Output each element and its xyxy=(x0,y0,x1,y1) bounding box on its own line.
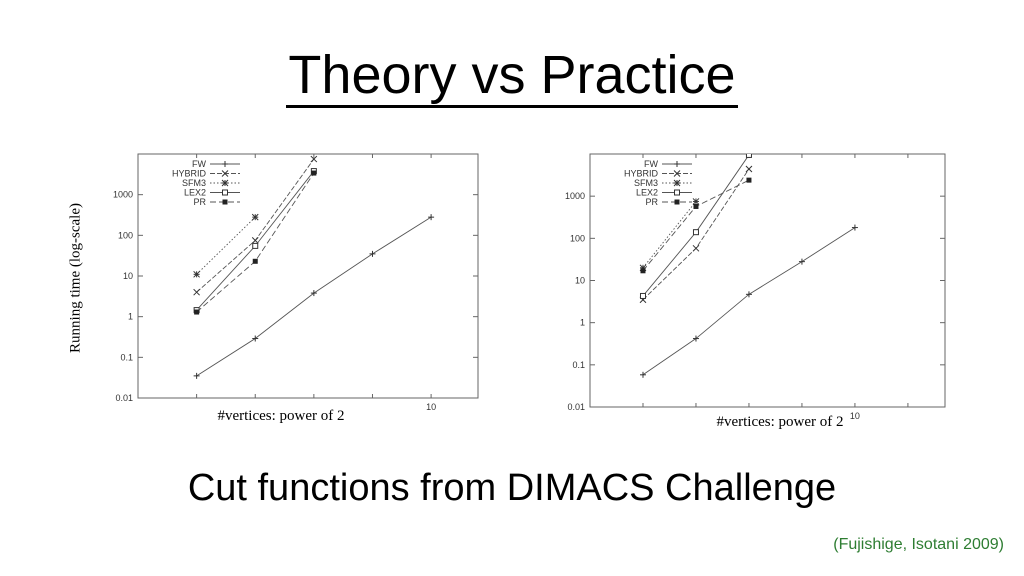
data-point-fw xyxy=(639,371,646,378)
data-point-lex2 xyxy=(692,229,699,236)
legend-marker-fw xyxy=(222,161,228,167)
plot-area xyxy=(193,155,435,379)
legend-marker-sfm3 xyxy=(221,179,229,187)
y-tick-label: 1 xyxy=(128,312,133,322)
slide-title-text: Theory vs Practice xyxy=(286,45,738,108)
data-point-pr xyxy=(746,177,752,183)
series-line-lex2 xyxy=(642,154,750,297)
legend-label-lex2: LEX2 xyxy=(184,188,206,198)
data-point-sfm3 xyxy=(251,213,259,221)
data-point-lex2 xyxy=(252,242,259,249)
y-tick-label: 1 xyxy=(580,318,585,328)
data-point-fw xyxy=(310,290,317,297)
legend-marker-pr xyxy=(222,199,228,205)
series-line-pr xyxy=(642,179,750,272)
data-point-fw xyxy=(798,258,805,265)
data-point-fw xyxy=(851,224,858,231)
y-tick-label: 1000 xyxy=(565,191,585,201)
legend-marker-lex2 xyxy=(674,189,680,196)
data-point-hybrid xyxy=(692,244,700,252)
data-point-pr xyxy=(252,258,258,264)
legend-marker-hybrid xyxy=(673,170,681,177)
legend-marker-sfm3 xyxy=(673,179,681,187)
data-point-fw xyxy=(252,335,259,342)
data-point-pr xyxy=(194,309,200,315)
slide-subtitle: Cut functions from DIMACS Challenge xyxy=(187,467,837,509)
data-point-sfm3 xyxy=(193,270,200,278)
chart-right: 0.01 0.1 1 10 100 1000 10 #vertices: power of 2… xyxy=(565,153,946,430)
data-point-hybrid xyxy=(310,155,318,163)
citation: (Fujishige, Isotani 2009) xyxy=(833,536,1004,553)
legend-label-sfm3: SFM3 xyxy=(182,178,206,188)
data-point-fw xyxy=(745,291,752,298)
data-point-sfm3 xyxy=(692,198,700,205)
x-tick-label: 10 xyxy=(850,411,860,421)
legend-label-pr: PR xyxy=(193,197,206,207)
legend-marker-fw xyxy=(674,161,680,167)
y-axis-label: Running time (log-scale) xyxy=(67,203,84,353)
data-point-fw xyxy=(692,335,699,342)
y-tick-label: 10 xyxy=(123,271,133,281)
series-line-sfm3 xyxy=(642,201,697,269)
y-tick-label: 10 xyxy=(575,276,585,286)
chart-left: 0.01 0.1 1 10 100 1000 10 #vertices: power of 2… xyxy=(113,153,479,424)
legend-marker-hybrid xyxy=(221,170,229,177)
slide-title: Theory vs Practice xyxy=(0,40,1024,110)
legend-label-lex2: LEX2 xyxy=(636,188,658,198)
y-tick-label: 0.01 xyxy=(567,402,585,412)
legend-label-sfm3: SFM3 xyxy=(634,178,658,188)
y-tick-label: 100 xyxy=(118,230,133,240)
data-point-fw xyxy=(369,250,376,257)
data-point-hybrid xyxy=(251,237,259,244)
data-point-lex2 xyxy=(745,154,752,158)
x-tick-label: 10 xyxy=(426,402,436,412)
y-tick-label: 0.1 xyxy=(120,352,133,362)
legend-marker-lex2 xyxy=(222,189,228,196)
legend-label-pr: PR xyxy=(645,197,658,207)
data-point-pr xyxy=(640,268,646,274)
data-point-hybrid xyxy=(193,288,200,296)
y-tick-label: 100 xyxy=(570,233,585,243)
data-point-pr xyxy=(693,203,699,209)
data-point-hybrid xyxy=(745,165,753,173)
y-tick-label: 1000 xyxy=(113,190,133,200)
legend-label-fw: FW xyxy=(192,159,206,169)
x-axis-label: #vertices: power of 2 xyxy=(217,408,344,424)
series-line-fw xyxy=(642,227,856,376)
plot-area xyxy=(639,154,858,378)
legend-label-fw: FW xyxy=(644,159,658,169)
data-point-fw xyxy=(193,372,200,379)
series-line-hybrid xyxy=(196,158,315,293)
x-axis-label: #vertices: power of 2 xyxy=(716,414,843,430)
legend-label-hybrid: HYBRID xyxy=(624,169,659,179)
y-tick-label: 0.1 xyxy=(572,360,585,370)
y-tick-label: 0.01 xyxy=(115,393,133,403)
legend-label-hybrid: HYBRID xyxy=(172,169,207,179)
data-point-lex2 xyxy=(639,292,646,299)
legend-marker-pr xyxy=(674,199,680,205)
data-point-fw xyxy=(428,214,435,221)
data-point-pr xyxy=(311,170,317,176)
series-line-fw xyxy=(196,216,432,377)
